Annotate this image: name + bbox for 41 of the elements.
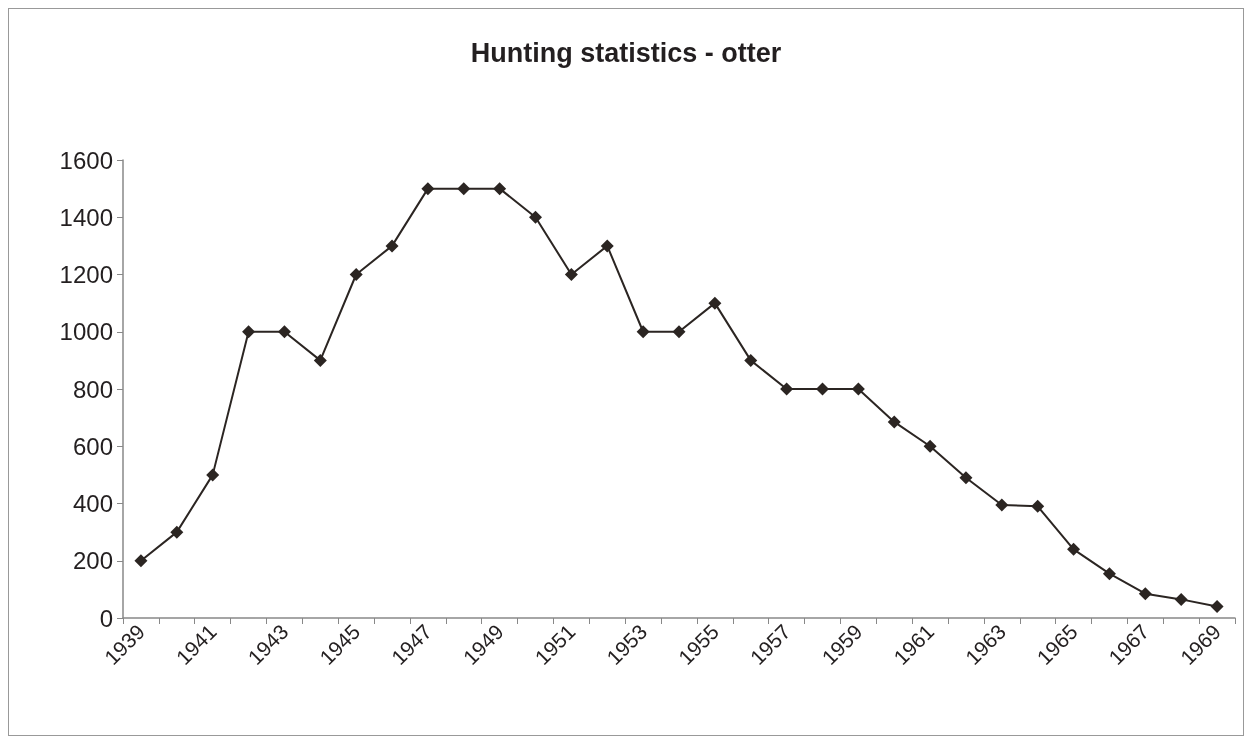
point xyxy=(242,325,256,339)
y-tick-label: 600 xyxy=(72,432,113,460)
y-tick-label: 0 xyxy=(99,604,113,632)
point xyxy=(959,471,973,485)
point xyxy=(708,296,722,310)
point xyxy=(780,382,794,396)
point xyxy=(134,554,148,568)
y-tick-label: 800 xyxy=(72,375,113,403)
point xyxy=(385,239,399,253)
point xyxy=(457,182,471,196)
point xyxy=(1102,567,1116,581)
point xyxy=(277,325,291,339)
chart-title: Hunting statistics - otter xyxy=(470,37,782,68)
point xyxy=(744,353,758,367)
point xyxy=(313,353,327,367)
y-tick-label: 400 xyxy=(72,490,113,517)
point xyxy=(1174,592,1188,606)
point xyxy=(672,325,686,339)
point xyxy=(1138,587,1152,601)
point xyxy=(851,382,865,396)
y-tick-label: 1400 xyxy=(59,203,113,231)
point xyxy=(923,439,937,453)
point xyxy=(636,325,650,339)
point xyxy=(887,415,901,429)
y-tick-label: 200 xyxy=(72,547,113,575)
point xyxy=(1031,499,1045,513)
y-tick-label: 1000 xyxy=(59,318,113,346)
y-tick-label: 1600 xyxy=(59,146,113,174)
point xyxy=(493,182,507,196)
point xyxy=(995,498,1009,512)
point xyxy=(529,210,543,224)
point xyxy=(1067,542,1081,556)
point xyxy=(600,239,614,253)
point xyxy=(1210,600,1224,614)
y-tick-label: 1200 xyxy=(59,261,113,288)
point xyxy=(564,268,578,281)
point xyxy=(170,525,184,539)
point xyxy=(206,468,220,482)
point xyxy=(815,382,829,396)
point xyxy=(349,268,363,281)
point xyxy=(421,182,435,196)
